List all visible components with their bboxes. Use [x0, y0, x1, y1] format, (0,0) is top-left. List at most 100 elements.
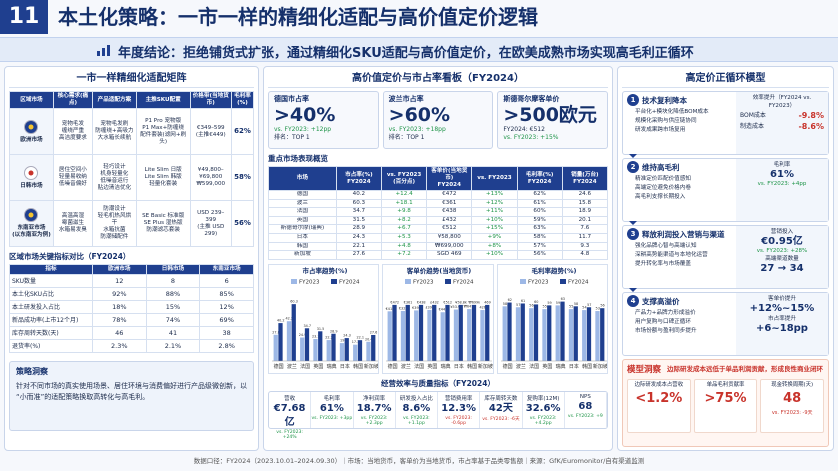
flow-arrow [629, 288, 637, 292]
x-tick-label: 韩国 [353, 363, 363, 370]
legend-swatch [331, 278, 337, 284]
bar [528, 307, 534, 361]
step-bullet: 规模化采购与供应链协同 [635, 118, 697, 124]
matrix-cell: €349–599 (主推€449) [189, 108, 232, 155]
data-label: €445 [439, 307, 448, 311]
section-title: 经营效率与质量指标（FY2024） [381, 378, 495, 388]
x-tick-label: 瑞典 [555, 363, 565, 370]
insight-title: 模型洞察 [627, 365, 662, 375]
data-label: 24.9 [299, 333, 307, 337]
metric-label: 毛利率 [323, 395, 341, 402]
market-cell: +11% [471, 207, 518, 217]
column-header: 东南亚市场 [199, 264, 254, 275]
cell-line: 宠物毛发 [61, 121, 85, 127]
card-line: vs. FY2023: +12pp [274, 126, 332, 133]
x-tick-label: 德国 [388, 363, 398, 370]
side-label: 效率提升（FY2024 vs. FY2023） [752, 95, 812, 109]
market-cell: 日本 [268, 232, 337, 243]
x-tick-label: 法国 [414, 363, 424, 370]
market-cell: 新加坡 [268, 250, 337, 260]
x-tick-label: 日本 [454, 363, 464, 370]
bar [594, 310, 600, 361]
market-cell: 德国 [268, 190, 337, 200]
efficiency-item: 研发投入占比 8.6% vs. FY2023: +1.1pp [396, 391, 438, 428]
legend-label: FY2023 [299, 279, 320, 285]
cell-line: Lite Slim 韩版 [144, 174, 182, 180]
kpi-cell: 新品成功率(上市12个月) [9, 313, 93, 327]
market-cell: 61% [516, 198, 563, 209]
kpi-row: 库存周转天数(天) 46 41 38 [9, 326, 254, 340]
data-label: 56 [529, 303, 533, 307]
metric-value: 8.6% [402, 402, 431, 414]
footer: 数据口径：FY2024（2023.10.01–2024.09.30）｜市场：当地… [193, 457, 645, 465]
market-cell: 20.1 [561, 215, 609, 226]
market-cell: 40.2 [335, 190, 382, 200]
panel-title: 一市一样精细化适配矩阵 [9, 70, 254, 88]
data-label: 62 [507, 298, 511, 302]
matrix-cell: USD 239–399 (主推 USD 299) [189, 200, 232, 247]
bar [599, 307, 605, 361]
kpi-cell: 88% [145, 287, 201, 301]
efficiency-item: NPS 68 vs. FY2023: +9 [565, 391, 607, 428]
bar [472, 304, 477, 361]
metric-value: 12.3% [441, 402, 476, 414]
market-row: 日本 24.3 +5.3 ¥58,800 +9% 58% 11.7 [268, 232, 609, 243]
card-line: 排名：TOP 1 [274, 134, 310, 141]
legend-label: FY2024 [453, 279, 474, 285]
cell-line: Lite Slim 日版 [144, 167, 182, 173]
kpi-cell: 退货率(%) [9, 339, 93, 353]
step-title: 支撑高溢价 [642, 296, 680, 306]
insight-head: 模型洞察 边际研发成本远低于单品利润贡献，形成良性商业闭环 [627, 363, 824, 376]
column-header: 市场 [268, 166, 337, 191]
kpi-cell: 38 [199, 326, 254, 340]
header-line: 市占率(%) [345, 171, 373, 178]
kpi-cell: 15% [145, 300, 201, 314]
card-value: >500欧元 [503, 104, 597, 126]
step-title: 释放利润投入营销与渠道 [642, 229, 725, 239]
metric-delta: vs. FY2023: -0.6pp [445, 415, 472, 426]
flag-icon [24, 165, 39, 180]
bar [480, 309, 485, 361]
bar [387, 311, 393, 361]
kpi-cell: 85% [199, 287, 254, 301]
bar [278, 322, 283, 361]
data-label: 55 [569, 304, 573, 308]
conclusion-text: 拒绝铺货式扩张，通过精细化SKU适配与高价值定价，在欧美成熟市场实现高毛利正循环 [183, 46, 694, 61]
header-line: 市场 [296, 175, 308, 181]
matrix-cell: 56% [230, 200, 255, 247]
card-value: >60% [388, 104, 451, 126]
chart-icon [97, 45, 110, 56]
step: 3 释放利润投入营销与渠道 强化品牌心智与高端认知 深耕高势能渠道与本地化运营 提升转化… [622, 225, 829, 292]
data-label: 24.3 [343, 333, 351, 337]
cell-line: 轻巧设计 [103, 163, 126, 170]
kpi-cell: 18% [91, 300, 147, 314]
column-header: 毛利率(%) FY2024 [516, 166, 563, 191]
step: 2 维持高毛利 精准定价匹配价值感知 高端定位避免价格内卷 高毛利支撑长期投入 毛利率 61… [622, 158, 829, 225]
market-table: 市场 市占率(%) FY2024 vs. FY2023 (百分点) 客单价(当地货币) FY… [268, 166, 609, 260]
x-tick-label: 日本 [569, 363, 579, 370]
column-header: 客单价(当地货币) FY2024 [426, 166, 473, 191]
cell-line: 防潮设计 [103, 206, 126, 212]
market-cell: 34.7 [335, 207, 382, 217]
legend-swatch [519, 278, 526, 284]
kpi-cell: 69% [199, 313, 254, 327]
side-big: +12%~15% [749, 303, 815, 314]
metric-label: 营收 [284, 395, 296, 402]
market-row: 英国 31.5 +8.2 £432 +10% 59% 20.1 [268, 215, 609, 226]
kpi-cell: 2.1% [145, 339, 201, 353]
cell-line: 日韩市场 [20, 182, 43, 189]
market-row: 斯德哥尔摩(瑞典) 28.9 +6.7 €512 +15% 63% 7.6 [268, 224, 609, 234]
chart-title: 毛利率趋势(%) [531, 266, 576, 275]
cell-line: 轻毛机热风烘干 [97, 213, 132, 226]
metric-value: 32.6% [525, 402, 561, 414]
step-side: 效率提升（FY2024 vs. FY2023） BOM成本 -9.8% 制造成本 -8.… [736, 92, 828, 154]
side-label: BOM成本 [740, 112, 766, 119]
matrix-cell: 欧洲市场 [9, 108, 54, 155]
market-cell: +4.8 [380, 241, 428, 252]
step-title: 维持高毛利 [642, 162, 680, 172]
step-number: 3 [627, 228, 639, 240]
bar [344, 337, 349, 361]
bar [541, 308, 547, 361]
bar [568, 308, 573, 361]
data-label: €472 [391, 300, 400, 304]
